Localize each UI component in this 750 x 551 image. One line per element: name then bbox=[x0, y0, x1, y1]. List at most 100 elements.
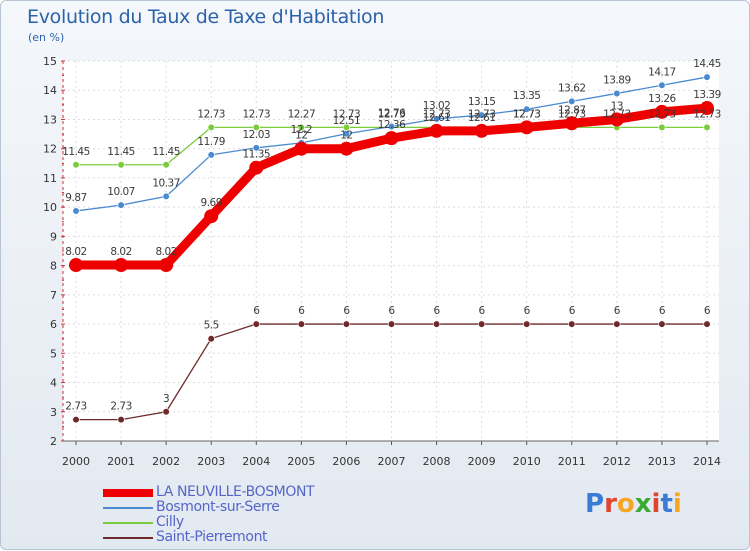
data-point bbox=[294, 141, 309, 156]
data-point bbox=[117, 416, 125, 424]
data-label: 12.36 bbox=[378, 119, 406, 131]
x-tick-label: 2004 bbox=[242, 455, 270, 468]
y-tick-label: 12 bbox=[43, 143, 57, 156]
data-point bbox=[342, 130, 351, 138]
data-label: 12.73 bbox=[513, 108, 541, 120]
data-point bbox=[204, 209, 219, 224]
data-label: 9.69 bbox=[201, 197, 222, 209]
data-point bbox=[339, 141, 354, 156]
x-tick-label: 2010 bbox=[513, 455, 541, 468]
logo-letter: r bbox=[604, 489, 617, 519]
data-point bbox=[523, 105, 531, 113]
data-label: 12.61 bbox=[423, 112, 451, 124]
data-label: 11.45 bbox=[152, 146, 180, 158]
data-label: 13.62 bbox=[558, 82, 586, 94]
data-point bbox=[252, 144, 260, 152]
data-label: 6 bbox=[614, 305, 621, 317]
x-tick-label: 2002 bbox=[152, 455, 180, 468]
data-label: 12.73 bbox=[558, 108, 586, 120]
logo-letter: i bbox=[651, 489, 661, 519]
legend-swatch-la-neuville-bosmont bbox=[103, 489, 153, 497]
data-label: 6 bbox=[524, 305, 531, 317]
data-point bbox=[384, 131, 399, 146]
data-label: 11.45 bbox=[62, 146, 90, 158]
chart-title: Evolution du Taux de Taxe d'Habitation bbox=[27, 6, 385, 28]
data-label: 12.73 bbox=[513, 108, 541, 120]
data-point bbox=[72, 416, 80, 424]
data-label: 5.5 bbox=[204, 320, 219, 332]
data-label: 12.73 bbox=[693, 108, 721, 120]
data-point bbox=[658, 81, 666, 89]
data-point bbox=[207, 151, 215, 159]
data-point bbox=[207, 335, 215, 343]
legend-swatch-cilly bbox=[103, 522, 153, 524]
y-tick-label: 6 bbox=[50, 318, 57, 331]
data-label: 6 bbox=[569, 305, 576, 317]
data-label: 12.76 bbox=[378, 107, 406, 119]
data-point bbox=[568, 97, 576, 105]
x-tick-label: 2014 bbox=[693, 455, 721, 468]
series-la-neuville-bosmont bbox=[69, 101, 714, 273]
data-point bbox=[252, 320, 260, 328]
data-point bbox=[700, 101, 714, 116]
data-point bbox=[478, 320, 486, 328]
data-label: 14.45 bbox=[693, 58, 721, 70]
data-point bbox=[114, 258, 129, 273]
data-point bbox=[613, 320, 621, 328]
data-point bbox=[474, 123, 489, 138]
y-tick-label: 8 bbox=[50, 260, 57, 273]
data-label: 12.73 bbox=[468, 108, 496, 120]
data-point bbox=[703, 73, 711, 81]
data-label: 10.37 bbox=[152, 177, 180, 189]
data-label: 8.02 bbox=[110, 246, 131, 258]
logo-letter: i bbox=[672, 489, 682, 519]
data-point bbox=[523, 320, 531, 328]
legend-label-la-neuville-bosmont: LA NEUVILLE-BOSMONT bbox=[156, 484, 315, 500]
data-label: 13.39 bbox=[693, 89, 721, 101]
data-label: 12.73 bbox=[648, 108, 676, 120]
data-label: 6 bbox=[298, 305, 305, 317]
y-tick-label: 10 bbox=[43, 201, 57, 214]
data-label: 13.35 bbox=[513, 90, 541, 102]
series-layer bbox=[69, 73, 714, 424]
data-label: 9.87 bbox=[65, 192, 86, 204]
data-point bbox=[387, 122, 396, 131]
data-labels: 2.73 2.73 3 5.5 6 6 6 6 6 6 6 6 6 6 6 11.45 11.45 11.45 12… bbox=[62, 58, 721, 413]
data-point bbox=[568, 320, 576, 328]
data-point bbox=[159, 258, 174, 273]
data-label: 12.73 bbox=[423, 108, 451, 120]
data-point bbox=[432, 320, 441, 328]
data-label: 14.17 bbox=[648, 66, 676, 78]
data-point bbox=[72, 207, 80, 215]
y-tick-label: 11 bbox=[43, 172, 57, 185]
data-label: 6 bbox=[253, 305, 260, 317]
x-tick-label: 2003 bbox=[197, 455, 225, 468]
data-point bbox=[297, 123, 305, 131]
data-label: 6 bbox=[388, 305, 395, 317]
data-label: 13.02 bbox=[423, 100, 451, 112]
y-tick-label: 9 bbox=[50, 230, 57, 243]
chart-subtitle: (en %) bbox=[28, 31, 65, 44]
logo-letter: x bbox=[634, 489, 652, 519]
data-label: 13.15 bbox=[468, 96, 496, 108]
data-label: 11.45 bbox=[107, 146, 135, 158]
y-tick-label: 5 bbox=[50, 347, 57, 360]
data-point bbox=[387, 320, 396, 328]
data-point bbox=[252, 123, 260, 131]
data-point bbox=[72, 161, 80, 169]
data-label: 3 bbox=[163, 393, 169, 405]
data-label: 12.73 bbox=[603, 108, 631, 120]
data-label: 12.2 bbox=[291, 124, 312, 136]
data-point bbox=[564, 116, 579, 131]
y-tick-label: 2 bbox=[50, 435, 57, 448]
legend-label-saint-pierremont: Saint-Pierremont bbox=[156, 529, 268, 545]
y-tick-label: 7 bbox=[50, 289, 57, 302]
data-point bbox=[478, 111, 486, 119]
legend-label-bosmont-sur-serre: Bosmont-sur-Serre bbox=[156, 499, 280, 515]
data-label: 2.73 bbox=[65, 401, 86, 413]
data-point bbox=[703, 320, 711, 328]
legend-swatch-bosmont-sur-serre bbox=[103, 507, 153, 509]
x-tick-label: 2008 bbox=[423, 455, 451, 468]
